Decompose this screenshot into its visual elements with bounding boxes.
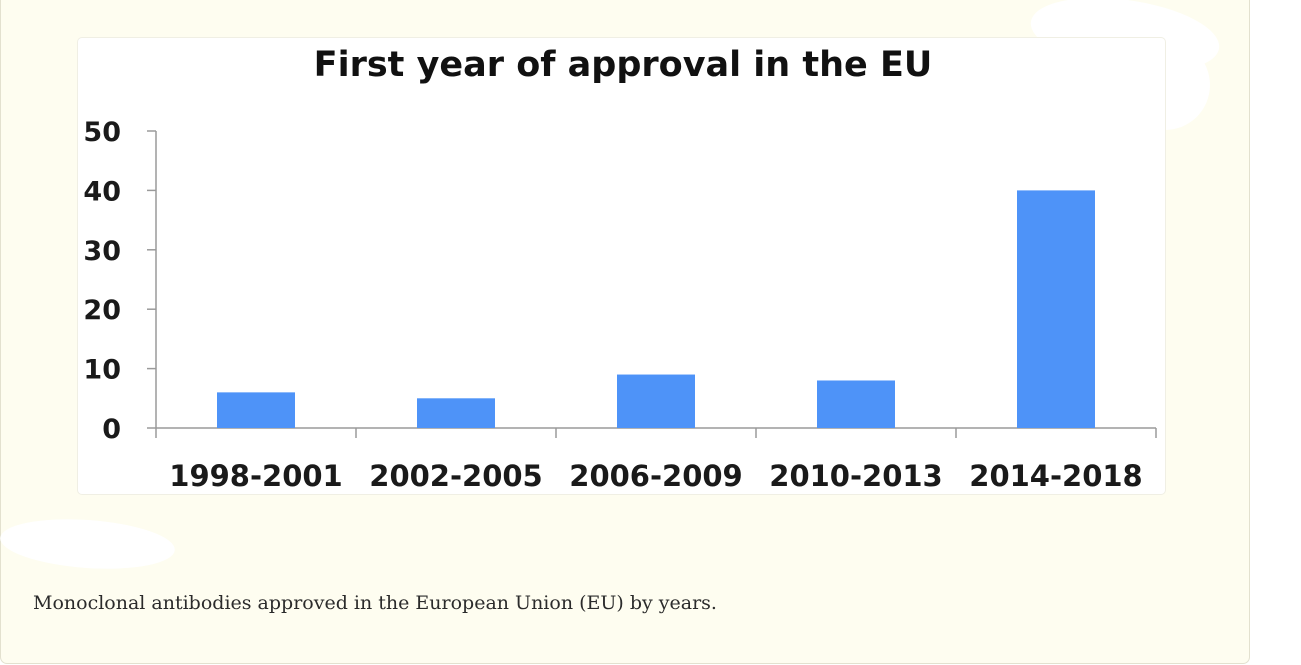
y-tick-label: 20 — [83, 295, 121, 326]
bar-2006-2009 — [617, 374, 695, 428]
x-category-label: 2014-2018 — [969, 459, 1142, 493]
bar-1998-2001 — [217, 392, 295, 428]
y-tick-label: 0 — [102, 414, 121, 445]
figure-caption: Monoclonal antibodies approved in the Eu… — [33, 592, 717, 614]
y-tick-label: 40 — [83, 176, 121, 207]
y-tick-label: 30 — [83, 236, 121, 267]
x-category-label: 2010-2013 — [769, 459, 942, 493]
x-category-label: 2002-2005 — [369, 459, 542, 493]
chart-title: First year of approval in the EU — [314, 45, 933, 85]
y-axis: 0 10 20 30 40 50 — [83, 117, 157, 445]
chart-panel: First year of approval in the EU 0 10 20 30… — [78, 38, 1165, 494]
bar-2010-2013 — [817, 380, 895, 428]
x-axis: 1998-2001 2002-2005 2006-2009 2010-2013 2014… — [155, 427, 1157, 493]
bar-2002-2005 — [417, 398, 495, 428]
bar-chart: First year of approval in the EU 0 10 20 30… — [83, 45, 1157, 493]
x-category-label: 2006-2009 — [569, 459, 742, 493]
bar-series — [217, 190, 1095, 428]
bar-2014-2018 — [1017, 190, 1095, 428]
y-tick-label: 10 — [83, 355, 121, 386]
y-tick-label: 50 — [83, 117, 121, 148]
x-category-label: 1998-2001 — [169, 459, 342, 493]
